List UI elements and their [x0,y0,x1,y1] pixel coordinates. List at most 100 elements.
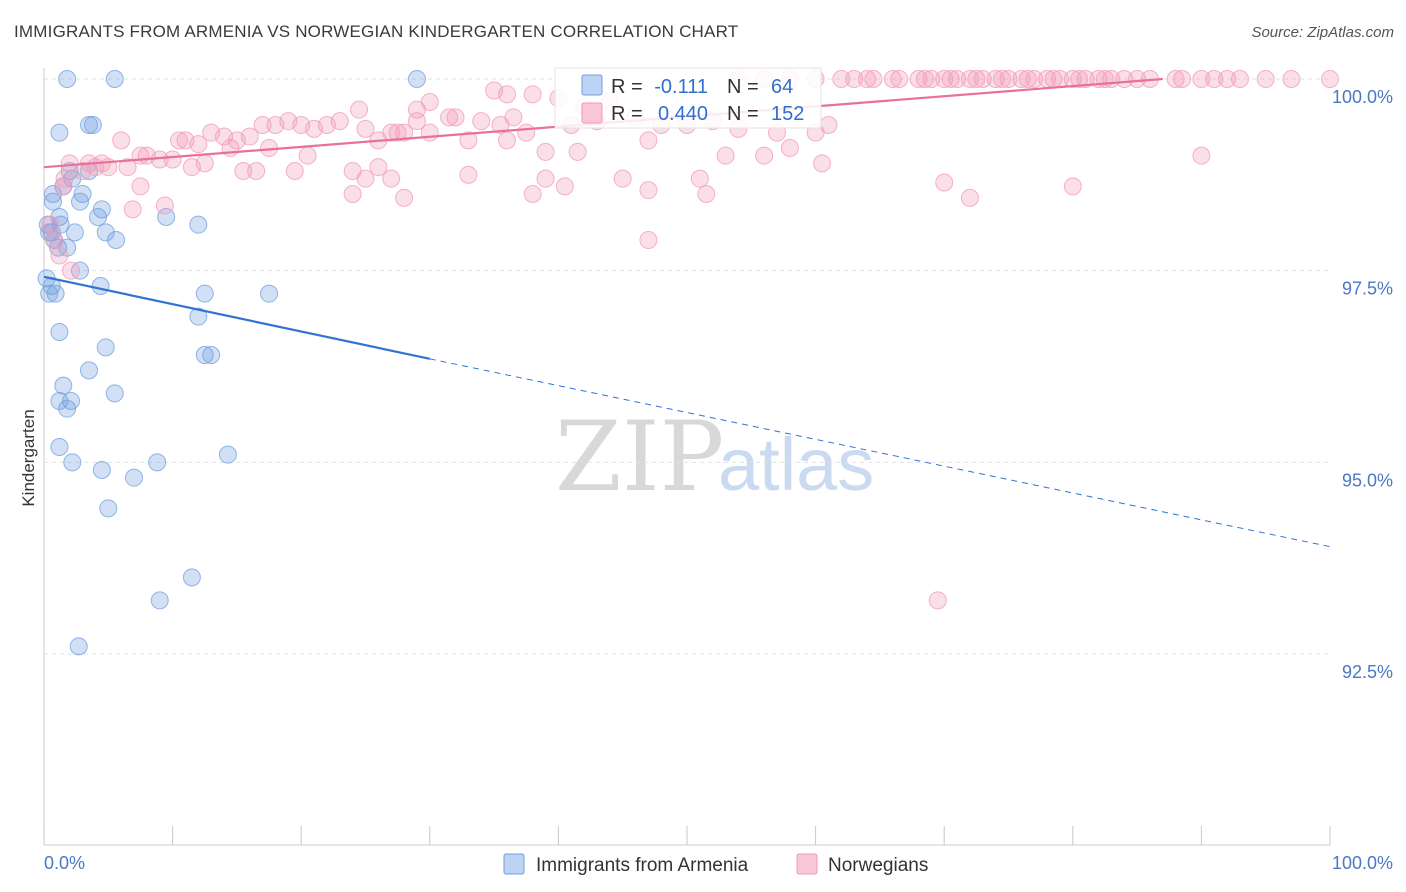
bottom-legend-norwegians: Norwegians [828,855,928,876]
norwegians-point-4 [832,70,851,88]
norwegians-point-21 [1076,70,1095,88]
norwegians-point-17 [1025,70,1044,88]
y-tick-label-0: 100.0% [1332,87,1393,107]
norwegians-point-29 [1205,70,1224,88]
chart-title: IMMIGRANTS FROM ARMENIA VS NORWEGIAN KIN… [14,22,739,41]
legend-n-value-2: 152 [771,103,804,125]
legend-swatch-armenia [581,74,603,96]
norwegians-point-88 [189,135,208,154]
norwegians-point-44 [1173,70,1192,88]
legend-r-value-1: -0.111 [654,76,708,98]
norwegians-point-33 [1321,70,1339,88]
norwegians-point-116 [118,158,137,177]
norwegians-point-73 [356,119,375,138]
norwegians-point-15 [999,70,1018,88]
norwegians-point-124 [459,165,478,184]
norwegians-point-20 [1063,70,1082,88]
armenia-point-22 [96,223,115,242]
norwegians-point-147 [62,261,81,280]
norwegians-point-69 [819,116,838,134]
y-tick-label-2: 95.0% [1342,470,1393,490]
armenia-point-29 [71,261,90,280]
armenia-point-35 [195,284,214,303]
norwegians-point-5 [845,70,864,88]
armenia-trend-solid [43,275,431,360]
norwegians-point-118 [247,162,266,180]
norwegians-point-125 [536,169,555,188]
norwegians-point-35 [890,70,909,88]
norwegians-point-149 [928,591,947,610]
series-armenia-points [37,70,426,656]
norwegians-point-98 [568,142,587,161]
norwegians-point-75 [395,123,414,142]
armenia-point-33 [40,284,59,303]
armenia-point-11 [71,192,90,211]
norwegians-point-36 [915,70,934,88]
norwegians-point-96 [497,131,516,150]
norwegians-point-14 [986,70,1005,88]
norwegians-point-51 [523,85,542,104]
watermark-zip: ZIP [555,401,724,513]
norwegians-point-126 [555,177,574,196]
norwegians-point-100 [716,146,735,165]
norwegians-point-127 [613,169,632,188]
watermark: ZIP atlas [555,401,874,513]
norwegians-point-55 [472,112,491,131]
y-axis-label: Kindergarten [19,409,38,506]
armenia-point-28 [189,215,208,234]
norwegians-point-38 [967,70,986,88]
armenia-point-23 [107,231,126,249]
armenia-point-52 [92,461,111,479]
norwegians-point-47 [497,85,516,104]
norwegians-point-145 [45,231,64,249]
armenia-point-39 [96,338,115,357]
series-legend: Immigrants from Armenia Norwegians [503,853,928,876]
norwegians-point-7 [883,70,902,88]
norwegians-point-148 [639,231,658,249]
legend-r-label-2: R = [611,103,643,125]
norwegians-point-131 [960,188,979,207]
norwegians-point-31 [1256,70,1275,88]
norwegians-point-72 [330,112,349,131]
y-tick-label-1: 97.5% [1342,279,1393,299]
norwegians-point-40 [1018,70,1037,88]
armenia-point-53 [125,468,144,487]
norwegians-point-132 [1063,177,1082,196]
norwegians-point-37 [941,70,960,88]
norwegians-point-25 [1128,70,1147,88]
norwegians-point-137 [343,185,362,203]
armenia-point-4 [80,116,99,134]
norwegians-point-76 [407,112,426,131]
armenia-point-43 [54,376,73,395]
norwegians-point-54 [446,108,465,127]
norwegians-point-101 [755,146,774,165]
armenia-point-47 [105,384,124,403]
x-ticks [43,826,1331,845]
norwegians-point-6 [864,70,883,88]
watermark-atlas: atlas [718,423,874,506]
legend-n-label-2: N = [727,103,759,125]
norwegians-point-59 [517,123,536,142]
norwegians-point-45 [1218,70,1237,88]
norwegians-point-129 [813,154,832,173]
armenia-point-55 [182,568,201,587]
norwegians-point-103 [112,131,131,150]
norwegians-point-140 [639,181,658,200]
armenia-point-50 [63,453,82,472]
norwegians-point-9 [922,70,941,88]
armenia-point-51 [148,453,167,472]
norwegians-point-144 [41,215,60,234]
norwegians-point-97 [536,142,555,161]
norwegians-point-95 [459,131,478,150]
armenia-point-1 [105,70,124,88]
norwegians-point-58 [350,100,369,119]
norwegians-point-85 [240,127,259,146]
armenia-point-15 [89,208,108,226]
norwegians-point-41 [1044,70,1063,88]
norwegians-point-136 [131,177,150,196]
armenia-point-54 [99,499,118,518]
norwegians-point-109 [195,154,214,173]
armenia-point-12 [44,185,63,203]
bottom-legend-armenia: Immigrants from Armenia [536,855,749,876]
